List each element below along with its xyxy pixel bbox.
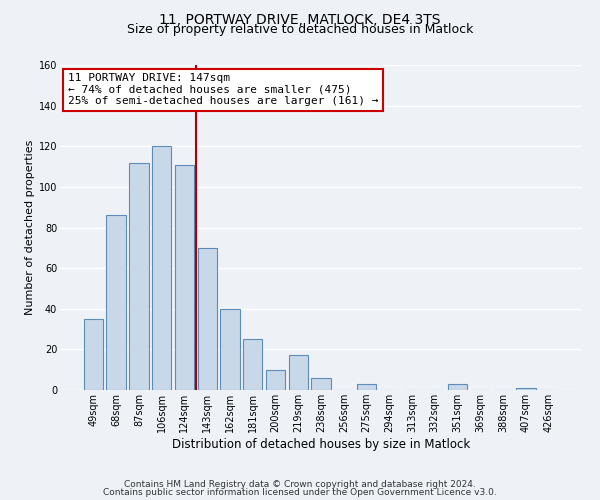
Bar — [220, 308, 239, 390]
Text: 11, PORTWAY DRIVE, MATLOCK, DE4 3TS: 11, PORTWAY DRIVE, MATLOCK, DE4 3TS — [159, 12, 441, 26]
Bar — [197, 248, 217, 390]
Bar — [357, 384, 376, 390]
Bar — [311, 378, 331, 390]
Bar — [152, 146, 172, 390]
Bar — [516, 388, 536, 390]
X-axis label: Distribution of detached houses by size in Matlock: Distribution of detached houses by size … — [172, 438, 470, 451]
Text: Size of property relative to detached houses in Matlock: Size of property relative to detached ho… — [127, 22, 473, 36]
Bar — [289, 356, 308, 390]
Text: Contains HM Land Registry data © Crown copyright and database right 2024.: Contains HM Land Registry data © Crown c… — [124, 480, 476, 489]
Bar — [266, 370, 285, 390]
Y-axis label: Number of detached properties: Number of detached properties — [25, 140, 35, 315]
Bar — [243, 339, 262, 390]
Bar — [129, 162, 149, 390]
Bar — [448, 384, 467, 390]
Text: Contains public sector information licensed under the Open Government Licence v3: Contains public sector information licen… — [103, 488, 497, 497]
Text: 11 PORTWAY DRIVE: 147sqm
← 74% of detached houses are smaller (475)
25% of semi-: 11 PORTWAY DRIVE: 147sqm ← 74% of detach… — [68, 73, 379, 106]
Bar — [175, 164, 194, 390]
Bar — [106, 216, 126, 390]
Bar — [84, 319, 103, 390]
